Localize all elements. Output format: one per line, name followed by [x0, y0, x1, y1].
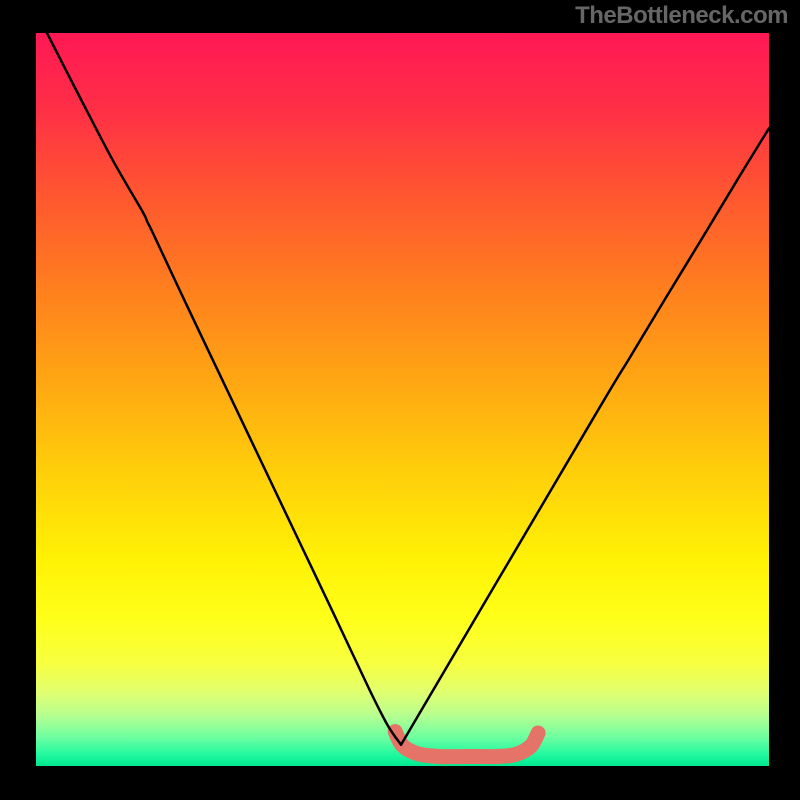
bottleneck-chart	[0, 0, 800, 800]
watermark-text: TheBottleneck.com	[575, 2, 788, 30]
chart-container: TheBottleneck.com	[0, 0, 800, 800]
plot-background	[36, 33, 769, 766]
